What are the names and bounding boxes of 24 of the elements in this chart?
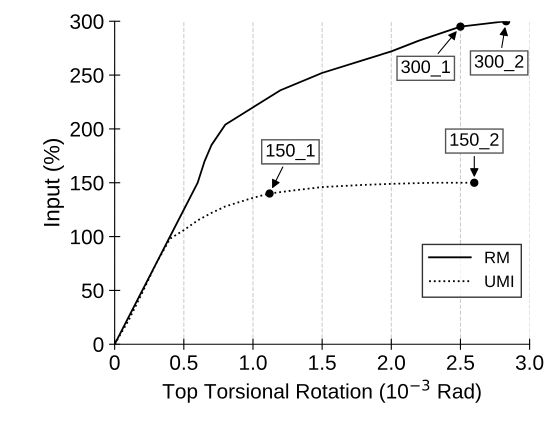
- annotation: 150_2: [450, 133, 498, 150]
- x-axis-title: Top Torsional Rotation (10$^{−3}$ Rad): [162, 380, 481, 403]
- legend-label: RM: [485, 252, 509, 264]
- x-tick-label: 3.0: [516, 355, 544, 370]
- x-tick-label: 0: [110, 355, 120, 370]
- x-tick-label: 1.0: [240, 355, 267, 370]
- point: [470, 178, 478, 187]
- annotation: 300_2: [474, 54, 524, 72]
- annotation: 150_1: [266, 144, 315, 160]
- x-tick-label: 0.5: [170, 355, 198, 370]
- y-tick-label: 150: [71, 176, 104, 191]
- y-tick-label: 250: [70, 68, 104, 83]
- y-tick-label: 100: [71, 230, 104, 244]
- annotation: 300_1: [401, 60, 450, 77]
- x-tick-label: 2.5: [447, 355, 474, 370]
- x-tick-label: 1.5: [309, 355, 336, 370]
- y-tick-label: 0: [93, 337, 104, 352]
- legend-label: UMI: [485, 276, 514, 288]
- y-tick-label: 50: [82, 283, 104, 298]
- y-axis-title: Input (%): [43, 139, 64, 226]
- x-tick-label: 2.0: [378, 355, 405, 370]
- y-tick-label: 200: [70, 122, 104, 137]
- point: [265, 189, 274, 198]
- y-tick-label: 300: [70, 14, 104, 30]
